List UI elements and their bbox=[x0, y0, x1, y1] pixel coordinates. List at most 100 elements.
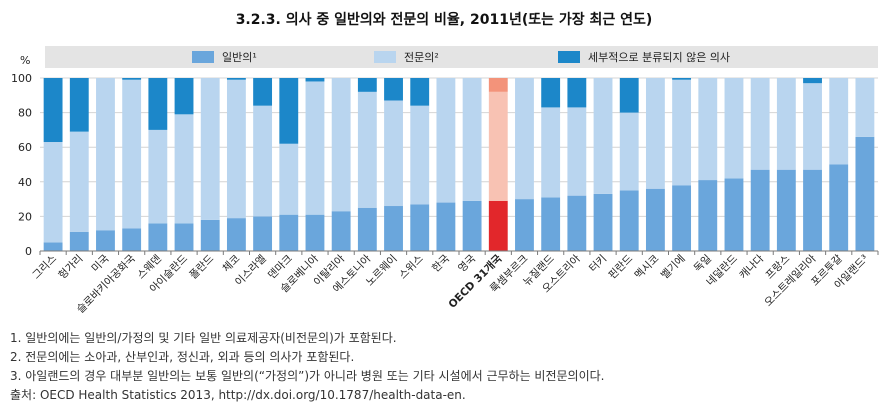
legend: 일반의¹ 전문의² 세부적으로 분류되지 않은 의사 bbox=[45, 46, 878, 68]
bar-segment-specialist bbox=[410, 105, 430, 205]
bar-segment-specialist bbox=[645, 78, 665, 189]
bar-segment-specialist bbox=[174, 114, 194, 224]
x-tick-label: 그리스 bbox=[30, 252, 59, 281]
footnote-2: 2. 전문의에는 소아과, 산부인과, 정신과, 외과 등의 의사가 포함된다. bbox=[10, 350, 355, 364]
bar-segment-specialist bbox=[200, 78, 220, 220]
y-tick-label: 100 bbox=[11, 72, 32, 85]
bar-segment-specialist bbox=[148, 129, 168, 224]
bar-segment-general bbox=[803, 169, 822, 251]
bar-segment-unclassified bbox=[357, 78, 377, 92]
bar-segment-unclassified bbox=[567, 78, 587, 108]
legend-swatch-specialist bbox=[374, 51, 396, 63]
bar-segment-specialist bbox=[776, 78, 796, 170]
y-tick-label: 0 bbox=[25, 245, 32, 258]
bar-segment-unclassified bbox=[226, 78, 246, 80]
bar-segment-unclassified bbox=[122, 78, 142, 80]
bar-segment-unclassified bbox=[410, 78, 430, 106]
chart-title: 3.2.3. 의사 중 일반의와 전문의 비율, 2011년(또는 가장 최근 … bbox=[236, 11, 653, 28]
bar-segment-specialist bbox=[515, 78, 534, 200]
bar-segment-general bbox=[279, 214, 299, 251]
legend-swatch-general bbox=[192, 51, 214, 63]
bar-segment-general bbox=[384, 206, 403, 251]
bar-segment-general bbox=[462, 200, 482, 251]
y-tick-label: 80 bbox=[18, 107, 32, 120]
bar-segment-unclassified bbox=[69, 78, 89, 132]
bar-segment-general bbox=[750, 169, 770, 251]
bar-segment-unclassified bbox=[384, 78, 403, 101]
bar-segment-general bbox=[619, 190, 639, 251]
bar-segment-unclassified bbox=[253, 78, 273, 106]
x-tick-label: 폴란드 bbox=[187, 252, 216, 281]
bar-segment-general bbox=[488, 200, 508, 251]
bar-segment-general bbox=[43, 242, 63, 251]
bar-segment-general bbox=[672, 185, 692, 251]
bar-segment-specialist bbox=[462, 78, 482, 201]
bar-segment-unclassified bbox=[619, 78, 639, 113]
bar-segment-specialist bbox=[357, 91, 377, 208]
bar-segment-unclassified bbox=[148, 78, 168, 130]
bar-segment-general bbox=[357, 207, 377, 251]
bar-segment-specialist bbox=[567, 107, 587, 196]
y-axis-unit: % bbox=[20, 54, 30, 67]
bar-segment-general bbox=[855, 136, 875, 251]
x-axis bbox=[39, 250, 879, 255]
bar-segment-specialist bbox=[122, 79, 142, 229]
y-tick-label: 20 bbox=[18, 210, 32, 223]
y-tick-label: 60 bbox=[18, 141, 32, 154]
bar-segment-general bbox=[174, 223, 194, 251]
x-tick-label: 핀란드 bbox=[606, 252, 635, 281]
x-tick-label: 터키 bbox=[587, 253, 609, 275]
x-tick-label: 미국 bbox=[89, 252, 111, 274]
bar-segment-general bbox=[410, 204, 430, 251]
bar-segment-general bbox=[305, 214, 325, 251]
bar-segment-specialist bbox=[69, 131, 89, 232]
bar-segment-specialist bbox=[619, 112, 639, 191]
legend-label-general: 일반의¹ bbox=[222, 50, 257, 64]
y-tick-label: 40 bbox=[18, 176, 32, 189]
bar-segment-specialist bbox=[96, 78, 115, 231]
stacked-bar-chart: 3.2.3. 의사 중 일반의와 전문의 비율, 2011년(또는 가장 최근 … bbox=[11, 11, 879, 316]
bar-segment-specialist bbox=[698, 78, 718, 181]
bar-segment-specialist bbox=[855, 78, 875, 137]
bar-segment-general bbox=[541, 197, 561, 251]
x-tick-label: 헝가리 bbox=[56, 253, 85, 282]
bar-segment-unclassified bbox=[488, 78, 508, 92]
bar-segment-general bbox=[253, 216, 273, 251]
legend-swatch-unclassified bbox=[558, 51, 580, 63]
bar-segment-general bbox=[148, 223, 168, 251]
bar-segment-general bbox=[436, 202, 456, 251]
bar-segment-general bbox=[593, 193, 613, 251]
footnotes: 1. 일반의에는 일반의/가정의 및 기타 일반 의료제공자(비전문의)가 포함… bbox=[10, 329, 880, 405]
bar-segment-general bbox=[200, 219, 220, 251]
bar-segment-specialist bbox=[226, 79, 246, 219]
bar-segment-specialist bbox=[279, 143, 299, 215]
bar-segment-specialist bbox=[436, 78, 456, 203]
bar-segment-general bbox=[331, 211, 351, 251]
bar-segment-unclassified bbox=[803, 78, 822, 84]
bar-segment-general bbox=[776, 169, 796, 251]
bar-segment-specialist bbox=[253, 105, 273, 217]
bar-segment-specialist bbox=[305, 81, 325, 215]
bar-segment-unclassified bbox=[279, 78, 299, 144]
x-tick-label: 체코 bbox=[220, 252, 242, 274]
bar-segment-specialist bbox=[803, 83, 822, 170]
bar-segment-unclassified bbox=[672, 78, 692, 80]
bar-segment-general bbox=[645, 188, 665, 251]
x-tick-label: 영국 bbox=[456, 252, 478, 274]
bars bbox=[43, 78, 875, 251]
x-tick-label: 독일 bbox=[691, 252, 714, 275]
bar-segment-specialist bbox=[750, 78, 770, 170]
x-tick-label: 스위스 bbox=[396, 252, 426, 282]
footnote-1: 1. 일반의에는 일반의/가정의 및 기타 일반 의료제공자(비전문의)가 포함… bbox=[10, 331, 397, 345]
x-tick-label: 한국 bbox=[430, 252, 452, 274]
bar-segment-specialist bbox=[43, 142, 63, 243]
bar-segment-general bbox=[829, 164, 849, 251]
bar-segment-specialist bbox=[384, 100, 403, 207]
footnote-3: 3. 아일랜드의 경우 대부분 일반의는 보통 일반의(“가정의”)가 아니라 … bbox=[10, 369, 605, 383]
bar-segment-unclassified bbox=[174, 78, 194, 115]
bar-segment-general bbox=[96, 230, 115, 251]
bar-segment-specialist bbox=[829, 78, 849, 165]
x-tick-label: 멕시코 bbox=[633, 252, 662, 281]
legend-background bbox=[45, 46, 878, 68]
